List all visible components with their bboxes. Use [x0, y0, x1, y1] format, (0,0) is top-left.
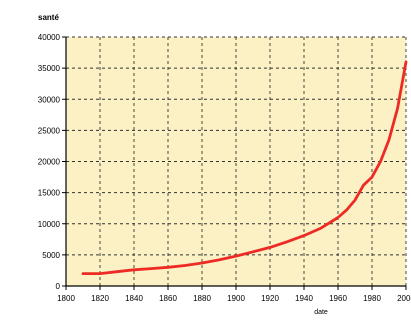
x-tick-label: 1980 — [363, 294, 381, 303]
y-tick-label: 35000 — [38, 64, 61, 73]
x-tick-label: 1960 — [329, 294, 347, 303]
series-line — [81, 60, 408, 275]
axes — [62, 36, 407, 290]
x-tick-label: 1940 — [295, 294, 313, 303]
y-tick-label: 20000 — [38, 158, 61, 167]
y-tick-label: 30000 — [38, 95, 61, 104]
tick-labels: 0 5000 10000 15000 20000 25000 30000 35000 40000… — [38, 33, 411, 303]
series-layer — [81, 60, 408, 275]
y-tick-label: 25000 — [38, 126, 61, 135]
x-tick-label: 1920 — [261, 294, 279, 303]
y-tick-label: 5000 — [42, 251, 60, 260]
y-tick-label: 40000 — [38, 33, 61, 42]
x-tick-label: 1880 — [193, 294, 211, 303]
grid-lines — [66, 36, 407, 286]
x-tick-label: 1860 — [159, 294, 177, 303]
x-tick-label: 1820 — [91, 294, 109, 303]
y-tick-label: 15000 — [38, 189, 61, 198]
x-axis-label: date — [314, 309, 328, 316]
x-tick-label: 1900 — [227, 294, 245, 303]
x-tick-label: 1840 — [125, 294, 143, 303]
y-tick-label: 10000 — [38, 220, 61, 229]
x-tick-label: 2000 — [397, 294, 411, 303]
y-axis-label: santé — [38, 13, 59, 22]
y-tick-label: 0 — [56, 282, 61, 291]
x-tick-label: 1800 — [57, 294, 75, 303]
